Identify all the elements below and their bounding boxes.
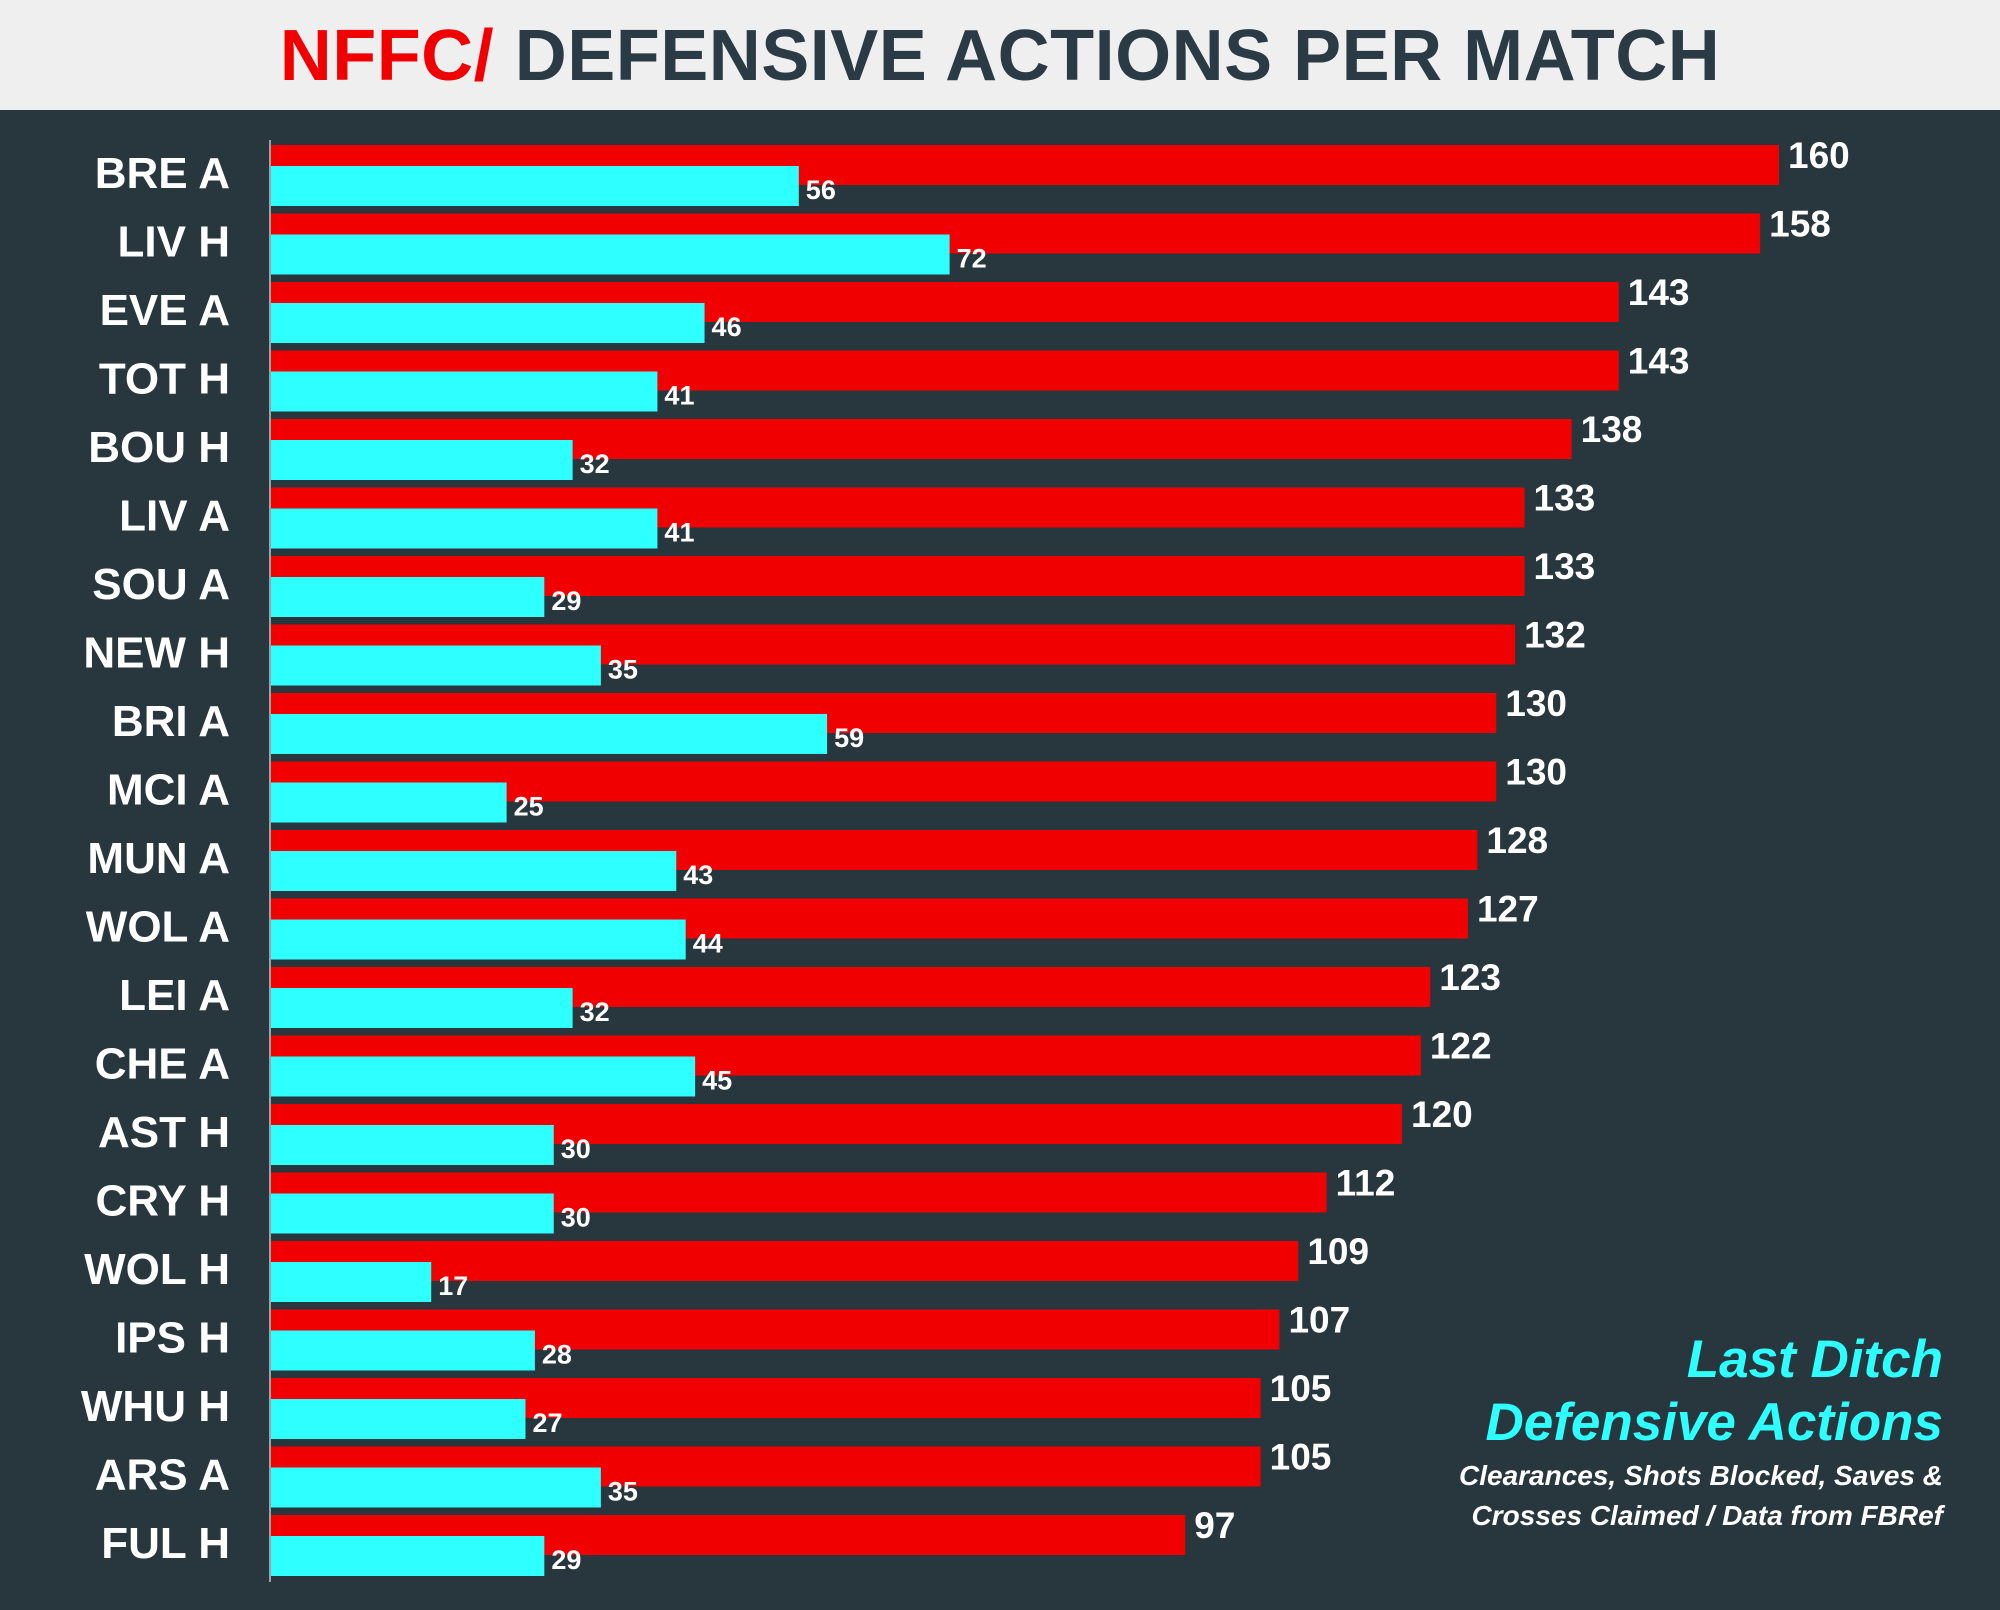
data-label-secondary: 35: [608, 655, 638, 685]
bar-secondary: [271, 303, 705, 343]
data-label-primary: 112: [1336, 1163, 1396, 1204]
data-label-secondary: 25: [514, 792, 544, 822]
data-label-primary: 105: [1270, 1437, 1332, 1478]
bar-secondary: [271, 988, 573, 1028]
bar-secondary: [271, 1056, 696, 1097]
bar-secondary: [271, 1399, 526, 1439]
bar-secondary: [271, 919, 686, 960]
legend-note-line2: Crosses Claimed / Data from FBRef: [1471, 1500, 1943, 1531]
data-label-primary: 143: [1628, 272, 1690, 313]
category-label: BRE A: [95, 149, 230, 198]
category-label: TOT H: [99, 355, 230, 404]
data-label-primary: 138: [1581, 409, 1643, 450]
data-label-secondary: 41: [664, 381, 694, 411]
data-label-primary: 105: [1270, 1368, 1332, 1409]
chart-title: NFFC/ DEFENSIVE ACTIONS PER MATCH: [0, 16, 2000, 96]
data-label-secondary: 43: [683, 860, 713, 890]
data-label-primary: 120: [1411, 1094, 1473, 1135]
category-label: WOL A: [86, 903, 230, 952]
bar-secondary: [271, 234, 950, 275]
data-label-primary: 158: [1769, 204, 1831, 245]
data-label-secondary: 72: [957, 244, 987, 274]
bar-secondary: [271, 1262, 432, 1302]
data-label-primary: 132: [1524, 615, 1586, 656]
category-label: SOU A: [92, 560, 230, 609]
data-label-primary: 122: [1430, 1026, 1492, 1067]
data-label-secondary: 45: [702, 1066, 732, 1096]
category-label: IPS H: [115, 1314, 230, 1363]
category-label: LIV H: [118, 218, 230, 267]
bar-secondary: [271, 577, 545, 617]
bar-secondary: [271, 851, 677, 891]
data-label-secondary: 59: [834, 723, 864, 753]
category-label: CHE A: [95, 1040, 230, 1089]
data-label-primary: 109: [1307, 1231, 1369, 1272]
bar-primary: [271, 1241, 1299, 1281]
legend-title-line1: Last Ditch: [1686, 1330, 1943, 1389]
category-label: BRI A: [112, 697, 230, 746]
bar-secondary: [271, 714, 828, 754]
data-label-primary: 127: [1477, 889, 1539, 930]
data-label-primary: 143: [1628, 341, 1690, 382]
category-label: NEW H: [83, 629, 230, 678]
category-label: AST H: [98, 1108, 230, 1157]
data-label-secondary: 44: [693, 929, 723, 959]
data-label-secondary: 32: [580, 449, 610, 479]
title-bar: [0, 0, 2000, 110]
bar-secondary: [271, 1536, 545, 1576]
data-label-secondary: 56: [806, 175, 836, 205]
category-label: WOL H: [84, 1245, 230, 1294]
data-label-primary: 133: [1534, 546, 1596, 587]
bar-secondary: [271, 166, 799, 206]
data-label-primary: 128: [1486, 820, 1548, 861]
data-label-primary: 123: [1439, 957, 1501, 998]
data-label-primary: 133: [1534, 478, 1596, 519]
data-label-secondary: 32: [580, 997, 610, 1027]
legend: Last Ditch Defensive Actions Clearances,…: [1223, 1328, 1943, 1534]
bar-secondary: [271, 440, 573, 480]
data-label-secondary: 17: [438, 1271, 468, 1301]
category-label: MCI A: [107, 766, 230, 815]
bar-secondary: [271, 1330, 535, 1371]
data-label-secondary: 30: [561, 1203, 591, 1233]
data-label-secondary: 29: [551, 586, 581, 616]
bar-secondary: [271, 1193, 554, 1234]
data-label-secondary: 35: [608, 1477, 638, 1507]
category-label: CRY H: [96, 1177, 230, 1226]
category-label: WHU H: [81, 1382, 230, 1431]
data-label-secondary: 29: [551, 1545, 581, 1575]
data-label-secondary: 28: [542, 1340, 572, 1370]
category-label: FUL H: [101, 1519, 230, 1568]
data-label-secondary: 46: [712, 312, 742, 342]
bar-secondary: [271, 782, 507, 823]
title-main: DEFENSIVE ACTIONS PER MATCH: [514, 16, 1721, 96]
data-label-secondary: 27: [532, 1408, 562, 1438]
bar-secondary: [271, 508, 658, 549]
data-label-primary: 130: [1505, 683, 1567, 724]
bar-secondary: [271, 1467, 601, 1508]
category-label: BOU H: [88, 423, 230, 472]
data-label-primary: 107: [1288, 1300, 1350, 1341]
category-label: MUN A: [87, 834, 230, 883]
data-label-primary: 97: [1194, 1505, 1235, 1546]
bar-secondary: [271, 645, 601, 686]
data-label-primary: 130: [1505, 752, 1567, 793]
data-label-secondary: 30: [561, 1134, 591, 1164]
data-label-primary: 160: [1788, 135, 1850, 176]
legend-note-line1: Clearances, Shots Blocked, Saves &: [1459, 1460, 1943, 1491]
data-label-secondary: 41: [664, 518, 694, 548]
title-prefix: NFFC/: [279, 16, 495, 96]
category-label: LIV A: [119, 492, 230, 541]
bar-secondary: [271, 371, 658, 412]
bar-secondary: [271, 1125, 554, 1165]
category-label: LEI A: [119, 971, 230, 1020]
category-label: EVE A: [100, 286, 230, 335]
legend-title-line2: Defensive Actions: [1485, 1393, 1943, 1452]
category-label: ARS A: [95, 1451, 230, 1500]
